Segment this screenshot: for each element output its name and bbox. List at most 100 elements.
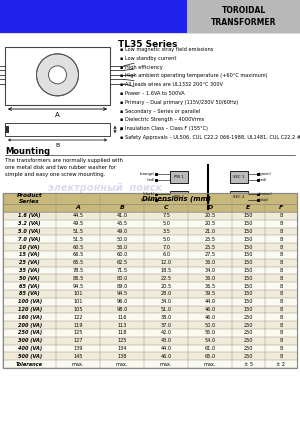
Text: 51.5: 51.5 (73, 237, 84, 242)
Bar (3, 228, 297, 235)
Text: 7.0: 7.0 (162, 245, 170, 249)
Bar (3, 352, 297, 360)
Text: 134: 134 (118, 346, 127, 351)
Text: A: A (55, 112, 60, 118)
Text: 12.0: 12.0 (160, 260, 172, 265)
Text: High ambient operating temperature (+60°C maximum): High ambient operating temperature (+60°… (125, 74, 268, 78)
Text: 55.0: 55.0 (205, 330, 216, 335)
Text: Dielectric Strength – 4000Vrms: Dielectric Strength – 4000Vrms (125, 117, 204, 122)
Text: 250: 250 (244, 346, 253, 351)
Text: 5.0: 5.0 (162, 221, 170, 226)
Bar (3, 282, 297, 290)
Text: Safety Approvals – UL506, CUL C22.2 066-1988, UL1481, CUL C22.2 #1-98, TUV / EN6: Safety Approvals – UL506, CUL C22.2 066-… (125, 135, 300, 140)
Text: B: B (56, 143, 60, 148)
Text: 61.0: 61.0 (205, 346, 216, 351)
Text: 42.0: 42.0 (160, 330, 172, 335)
Text: ▪: ▪ (120, 91, 123, 96)
Text: 8: 8 (279, 252, 282, 258)
Text: 8: 8 (279, 268, 282, 273)
Text: 119: 119 (74, 323, 83, 328)
Text: ▪: ▪ (120, 100, 123, 105)
Text: электронный  поиск: электронный поиск (48, 183, 162, 193)
Text: 250: 250 (244, 315, 253, 320)
Text: All leads wires are UL1332 200°C 300V: All leads wires are UL1332 200°C 300V (125, 82, 223, 87)
Bar (230, 191, 248, 203)
Text: 89.0: 89.0 (116, 283, 128, 289)
Text: 150: 150 (244, 283, 253, 289)
Bar (170, 171, 188, 183)
Bar (230, 171, 248, 183)
Bar (3, 290, 297, 298)
Text: 8: 8 (279, 292, 282, 296)
Text: 8: 8 (279, 323, 282, 328)
Text: 62.5: 62.5 (117, 260, 128, 265)
Text: 21.0: 21.0 (205, 229, 216, 234)
Text: 49.5: 49.5 (73, 221, 84, 226)
Text: 50.0: 50.0 (205, 323, 216, 328)
Text: A: A (76, 205, 81, 210)
Text: 18.5: 18.5 (160, 268, 172, 273)
Text: 15 (VA): 15 (VA) (19, 252, 40, 258)
Text: 200 (VA): 200 (VA) (18, 323, 42, 328)
Text: Tolerance: Tolerance (16, 362, 43, 367)
Text: 8: 8 (279, 221, 282, 226)
Text: 46.0: 46.0 (205, 307, 216, 312)
Text: 20.5: 20.5 (205, 221, 216, 226)
Bar (5, 47, 110, 105)
Text: 125: 125 (74, 330, 83, 335)
Bar (3, 251, 297, 259)
Text: 250: 250 (244, 338, 253, 343)
Text: 120 (VA): 120 (VA) (18, 307, 42, 312)
Text: 56.0: 56.0 (117, 245, 128, 249)
Text: 8: 8 (279, 237, 282, 242)
Text: 71.5: 71.5 (117, 268, 128, 273)
Text: 37.0: 37.0 (160, 323, 172, 328)
Text: 7.0 (VA): 7.0 (VA) (18, 237, 41, 242)
Text: 22.5: 22.5 (161, 276, 172, 281)
Text: PRI 2: PRI 2 (174, 195, 184, 199)
Text: 150: 150 (244, 245, 253, 249)
Text: 8: 8 (279, 338, 282, 343)
Text: ▪: ▪ (120, 126, 123, 131)
Text: 80.0: 80.0 (116, 276, 128, 281)
Bar (3, 235, 297, 243)
Text: C: C (164, 205, 169, 210)
Text: 8: 8 (279, 307, 282, 312)
Text: 400 (VA): 400 (VA) (18, 346, 42, 351)
Text: 44.0: 44.0 (205, 299, 216, 304)
Text: 150: 150 (244, 213, 253, 218)
Bar (3, 204, 297, 212)
Bar (3, 321, 297, 329)
Text: B: B (120, 205, 124, 210)
Text: 500 (VA): 500 (VA) (18, 354, 42, 359)
Bar (3, 266, 297, 275)
Text: TOROIDAL
TRANSFORMER: TOROIDAL TRANSFORMER (211, 6, 276, 27)
Text: 36.0: 36.0 (205, 260, 216, 265)
Text: F: F (279, 205, 283, 210)
Text: 1.6 (VA): 1.6 (VA) (18, 213, 41, 218)
Text: 8: 8 (279, 354, 282, 359)
Text: 86.5: 86.5 (73, 276, 84, 281)
Text: SEC 1: SEC 1 (233, 175, 245, 179)
Text: (red): (red) (146, 178, 155, 182)
Bar (3, 298, 297, 306)
Text: ▪: ▪ (120, 82, 123, 87)
Text: Low magnetic stray field emissions: Low magnetic stray field emissions (125, 47, 213, 52)
Bar (3, 345, 297, 352)
Text: ▪: ▪ (120, 109, 123, 113)
Text: Dimensions (mm): Dimensions (mm) (142, 195, 211, 201)
Text: 78.5: 78.5 (73, 268, 84, 273)
Text: High efficiency: High efficiency (125, 65, 163, 70)
Text: 85 (VA): 85 (VA) (19, 292, 40, 296)
Text: 60.0: 60.0 (116, 252, 128, 258)
Text: 5.0: 5.0 (162, 237, 170, 242)
Text: 8: 8 (279, 346, 282, 351)
Bar (3, 275, 297, 282)
Text: 27.5: 27.5 (205, 252, 216, 258)
Text: 8: 8 (279, 315, 282, 320)
Text: (blue): (blue) (259, 198, 269, 202)
Text: (yellow): (yellow) (141, 198, 155, 202)
Text: 65 (VA): 65 (VA) (19, 283, 40, 289)
Text: ▪: ▪ (120, 74, 123, 78)
Text: 54.0: 54.0 (205, 338, 216, 343)
